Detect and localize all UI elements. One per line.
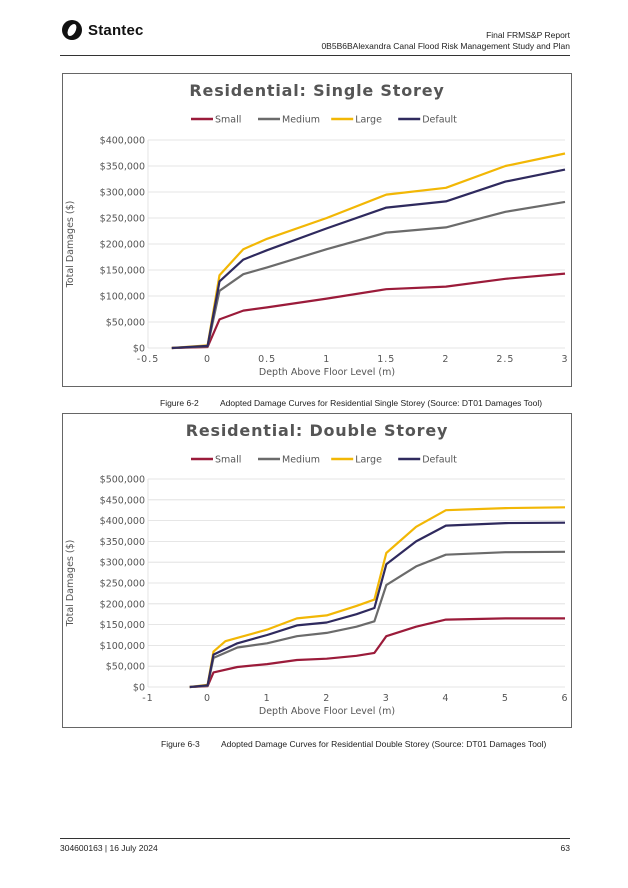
- y-tick-label: $200,000: [100, 240, 145, 251]
- series-line-default: [171, 168, 566, 350]
- chart-double-storey-svg: Residential: Double Storey Small Medium Lar…: [65, 421, 568, 717]
- chart-title: Residential: Double Storey: [186, 421, 448, 440]
- y-tick-label: $350,000: [100, 162, 145, 173]
- y-tick-label: $250,000: [100, 579, 145, 590]
- y-tick-label: $250,000: [100, 214, 145, 225]
- figure-caption-double-storey: Figure 6-3 Adopted Damage Curves for Resi…: [161, 739, 546, 749]
- legend-label-large: Large: [355, 115, 382, 126]
- figure-number: Figure 6-2: [160, 398, 199, 408]
- series-line-small: [171, 272, 566, 350]
- series-line-medium: [189, 550, 566, 689]
- legend-label-default: Default: [422, 455, 457, 466]
- stantec-logo: Stantec: [62, 20, 144, 40]
- y-tick-label: $0: [133, 344, 145, 355]
- x-tick-label: 3: [383, 693, 390, 704]
- x-tick-label: 0: [204, 693, 211, 704]
- x-tick-label: 2: [323, 693, 330, 704]
- x-axis-title: Depth Above Floor Level (m): [259, 706, 395, 717]
- logo-text: Stantec: [88, 21, 144, 39]
- x-tick-label: 0.5: [258, 354, 276, 365]
- y-tick-label: $450,000: [100, 495, 145, 506]
- series-line-medium: [171, 200, 566, 350]
- figure-caption-text: Adopted Damage Curves for Residential Si…: [220, 398, 543, 408]
- report-header: Final FRMS&P Report 0B5B6BAlexandra Cana…: [321, 30, 570, 52]
- legend-label-medium: Medium: [282, 115, 320, 126]
- report-title: Final FRMS&P Report: [486, 30, 570, 40]
- x-tick-label: 3: [561, 354, 568, 365]
- y-tick-label: $150,000: [100, 620, 145, 631]
- legend-label-small: Small: [215, 115, 241, 126]
- y-tick-label: $350,000: [100, 537, 145, 548]
- y-tick-label: $500,000: [100, 475, 145, 486]
- document-reference: 304600163 | 16 July 2024: [60, 843, 158, 853]
- y-tick-label: $0: [133, 683, 145, 694]
- series-line-large: [189, 506, 566, 689]
- footer-divider: [60, 838, 570, 839]
- legend-label-small: Small: [215, 455, 241, 466]
- x-tick-label: -1: [142, 693, 153, 704]
- x-tick-label: 1: [264, 693, 271, 704]
- chart-double-storey: Residential: Double Storey Small Medium Lar…: [62, 413, 572, 728]
- y-tick-label: $50,000: [106, 662, 145, 673]
- y-tick-label: $50,000: [106, 318, 145, 329]
- y-tick-label: $300,000: [100, 558, 145, 569]
- x-tick-label: 5: [502, 693, 509, 704]
- y-tick-label: $300,000: [100, 188, 145, 199]
- x-tick-label: 4: [442, 693, 449, 704]
- x-axis-title: Depth Above Floor Level (m): [259, 367, 395, 378]
- legend-label-medium: Medium: [282, 455, 320, 466]
- y-axis-title: Total Damages ($): [65, 201, 76, 289]
- series-line-default: [189, 521, 566, 689]
- y-tick-label: $400,000: [100, 516, 145, 527]
- figure-caption-text: Adopted Damage Curves for Residential Do…: [221, 739, 547, 749]
- x-tick-label: 6: [561, 693, 568, 704]
- series-line-large: [171, 152, 566, 350]
- legend-label-default: Default: [422, 115, 457, 126]
- header-divider: [60, 55, 570, 56]
- chart-single-storey-svg: Residential: Single Storey Small Medium Lar…: [65, 81, 568, 378]
- chart-title: Residential: Single Storey: [189, 81, 444, 100]
- x-tick-label: 1.5: [377, 354, 395, 365]
- figure-number: Figure 6-3: [161, 739, 200, 749]
- y-tick-label: $100,000: [100, 641, 145, 652]
- x-tick-label: 2: [442, 354, 449, 365]
- y-tick-label: $200,000: [100, 599, 145, 610]
- x-tick-label: -0.5: [137, 354, 160, 365]
- chart-single-storey: Residential: Single Storey Small Medium Lar…: [62, 73, 572, 387]
- x-tick-label: 0: [204, 354, 211, 365]
- legend-label-large: Large: [355, 455, 382, 466]
- y-tick-label: $100,000: [100, 292, 145, 303]
- x-tick-label: 1: [323, 354, 330, 365]
- page-number: 63: [560, 843, 570, 853]
- project-title: 0B5B6BAlexandra Canal Flood Risk Managem…: [321, 41, 570, 51]
- y-tick-label: $150,000: [100, 266, 145, 277]
- x-tick-label: 2.5: [496, 354, 514, 365]
- stantec-logo-icon: [62, 20, 82, 40]
- series-line-small: [189, 617, 565, 689]
- y-tick-label: $400,000: [100, 136, 145, 147]
- y-axis-title: Total Damages ($): [65, 540, 76, 628]
- figure-caption-single-storey: Figure 6-2 Adopted Damage Curves for Resi…: [160, 398, 542, 408]
